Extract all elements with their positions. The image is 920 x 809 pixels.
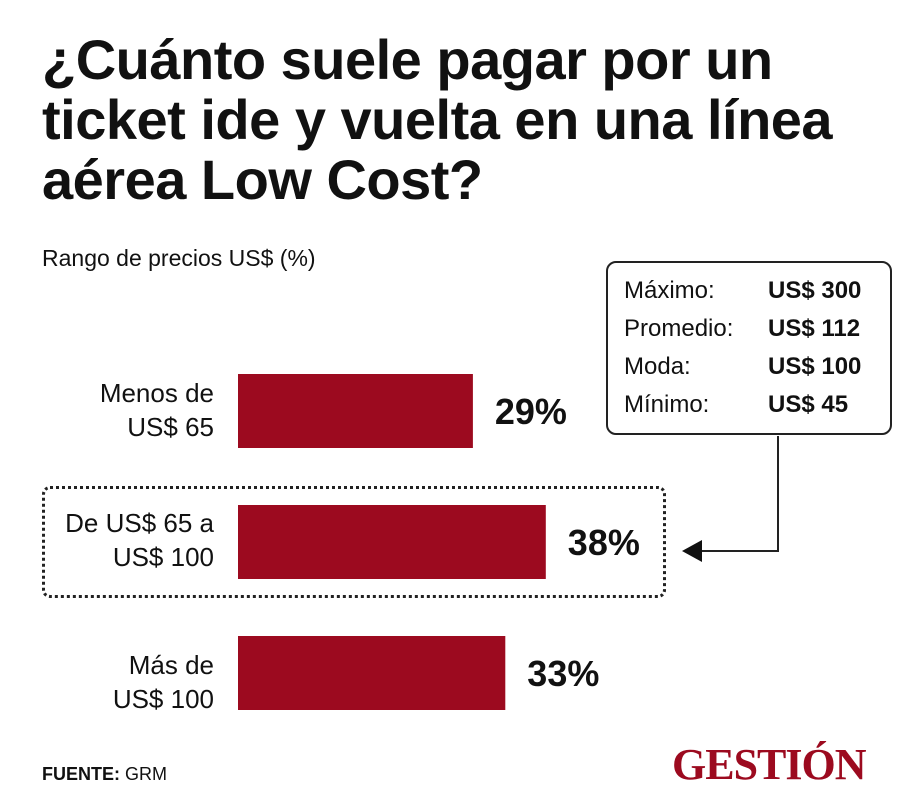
stat-label: Máximo: [624,277,715,304]
category-label-1-line-2: US$ 65 [127,412,214,442]
source-note: FUENTE: GRM [42,763,167,785]
category-label-2-line-2: US$ 100 [112,542,214,572]
stats-connector [682,436,779,562]
connector-line [702,436,779,552]
category-label-1-line-1: Menos de [99,378,214,408]
source-label: FUENTE: [42,764,120,784]
bar-3 [238,636,506,710]
value-label-2: 38% [568,522,640,563]
value-label-1: 29% [495,391,567,432]
category-label-2-line-1: De US$ 65 a [65,508,214,538]
category-label-3-line-1: Más de [128,650,214,680]
arrow-left-icon [682,540,702,562]
category-label-3-line-2: US$ 100 [112,684,214,714]
bars [238,374,546,710]
stat-label: Promedio: [624,315,734,342]
stat-value: US$ 112 [768,315,861,342]
bar-1 [238,374,473,448]
bar-2 [238,505,546,579]
highlight-frame [42,486,666,598]
source-value: GRM [125,764,168,784]
gestion-logo: GESTIÓN [672,740,867,789]
chart-title: ¿Cuánto suele pagar por un ticket ide y … [42,28,833,211]
stat-value: US$ 45 [768,391,849,418]
stats-box: Máximo: US$ 300 Promedio: US$ 112 Moda: … [606,261,892,435]
value-label-3: 33% [527,653,599,694]
stat-label: Moda: [624,353,691,380]
chart-subtitle: Rango de precios US$ (%) [42,245,316,271]
stat-label: Mínimo: [624,391,710,418]
stat-value: US$ 300 [768,277,862,304]
value-labels: 29% 38% 33% [495,391,640,694]
stat-value: US$ 100 [768,353,862,380]
